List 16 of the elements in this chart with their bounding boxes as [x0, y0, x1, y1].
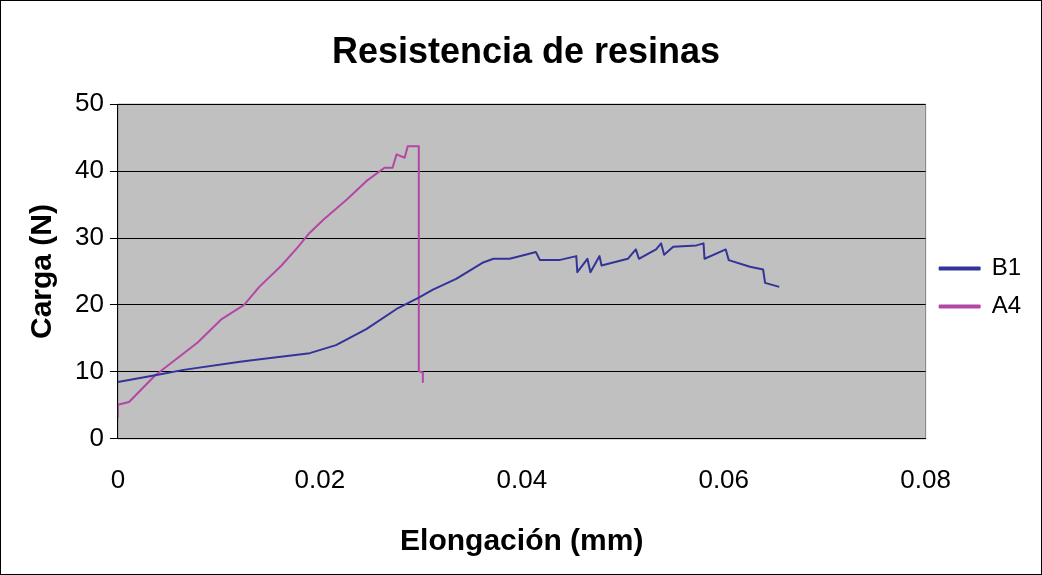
y-tick-label: 40: [75, 154, 104, 185]
x-axis-title: Elongación (mm): [400, 523, 644, 557]
y-tick-label: 30: [75, 221, 104, 252]
y-axis-title: Carga (N): [24, 203, 58, 340]
x-tick-label: 0: [110, 463, 126, 494]
x-tick-label: 0.06: [698, 463, 750, 494]
y-tick-label: 20: [75, 288, 104, 319]
chart-title: Resistencia de resinas: [331, 29, 721, 71]
x-tick-label: 0.04: [496, 463, 548, 494]
x-tick-label: 0.02: [294, 463, 346, 494]
y-tick-label: 10: [75, 355, 104, 386]
x-tick-label: 0.08: [900, 463, 951, 494]
y-tick-label: 0: [89, 421, 104, 452]
legend-label: B1: [991, 253, 1021, 281]
y-tick-label: 50: [75, 87, 104, 118]
legend-label: A4: [991, 291, 1021, 319]
